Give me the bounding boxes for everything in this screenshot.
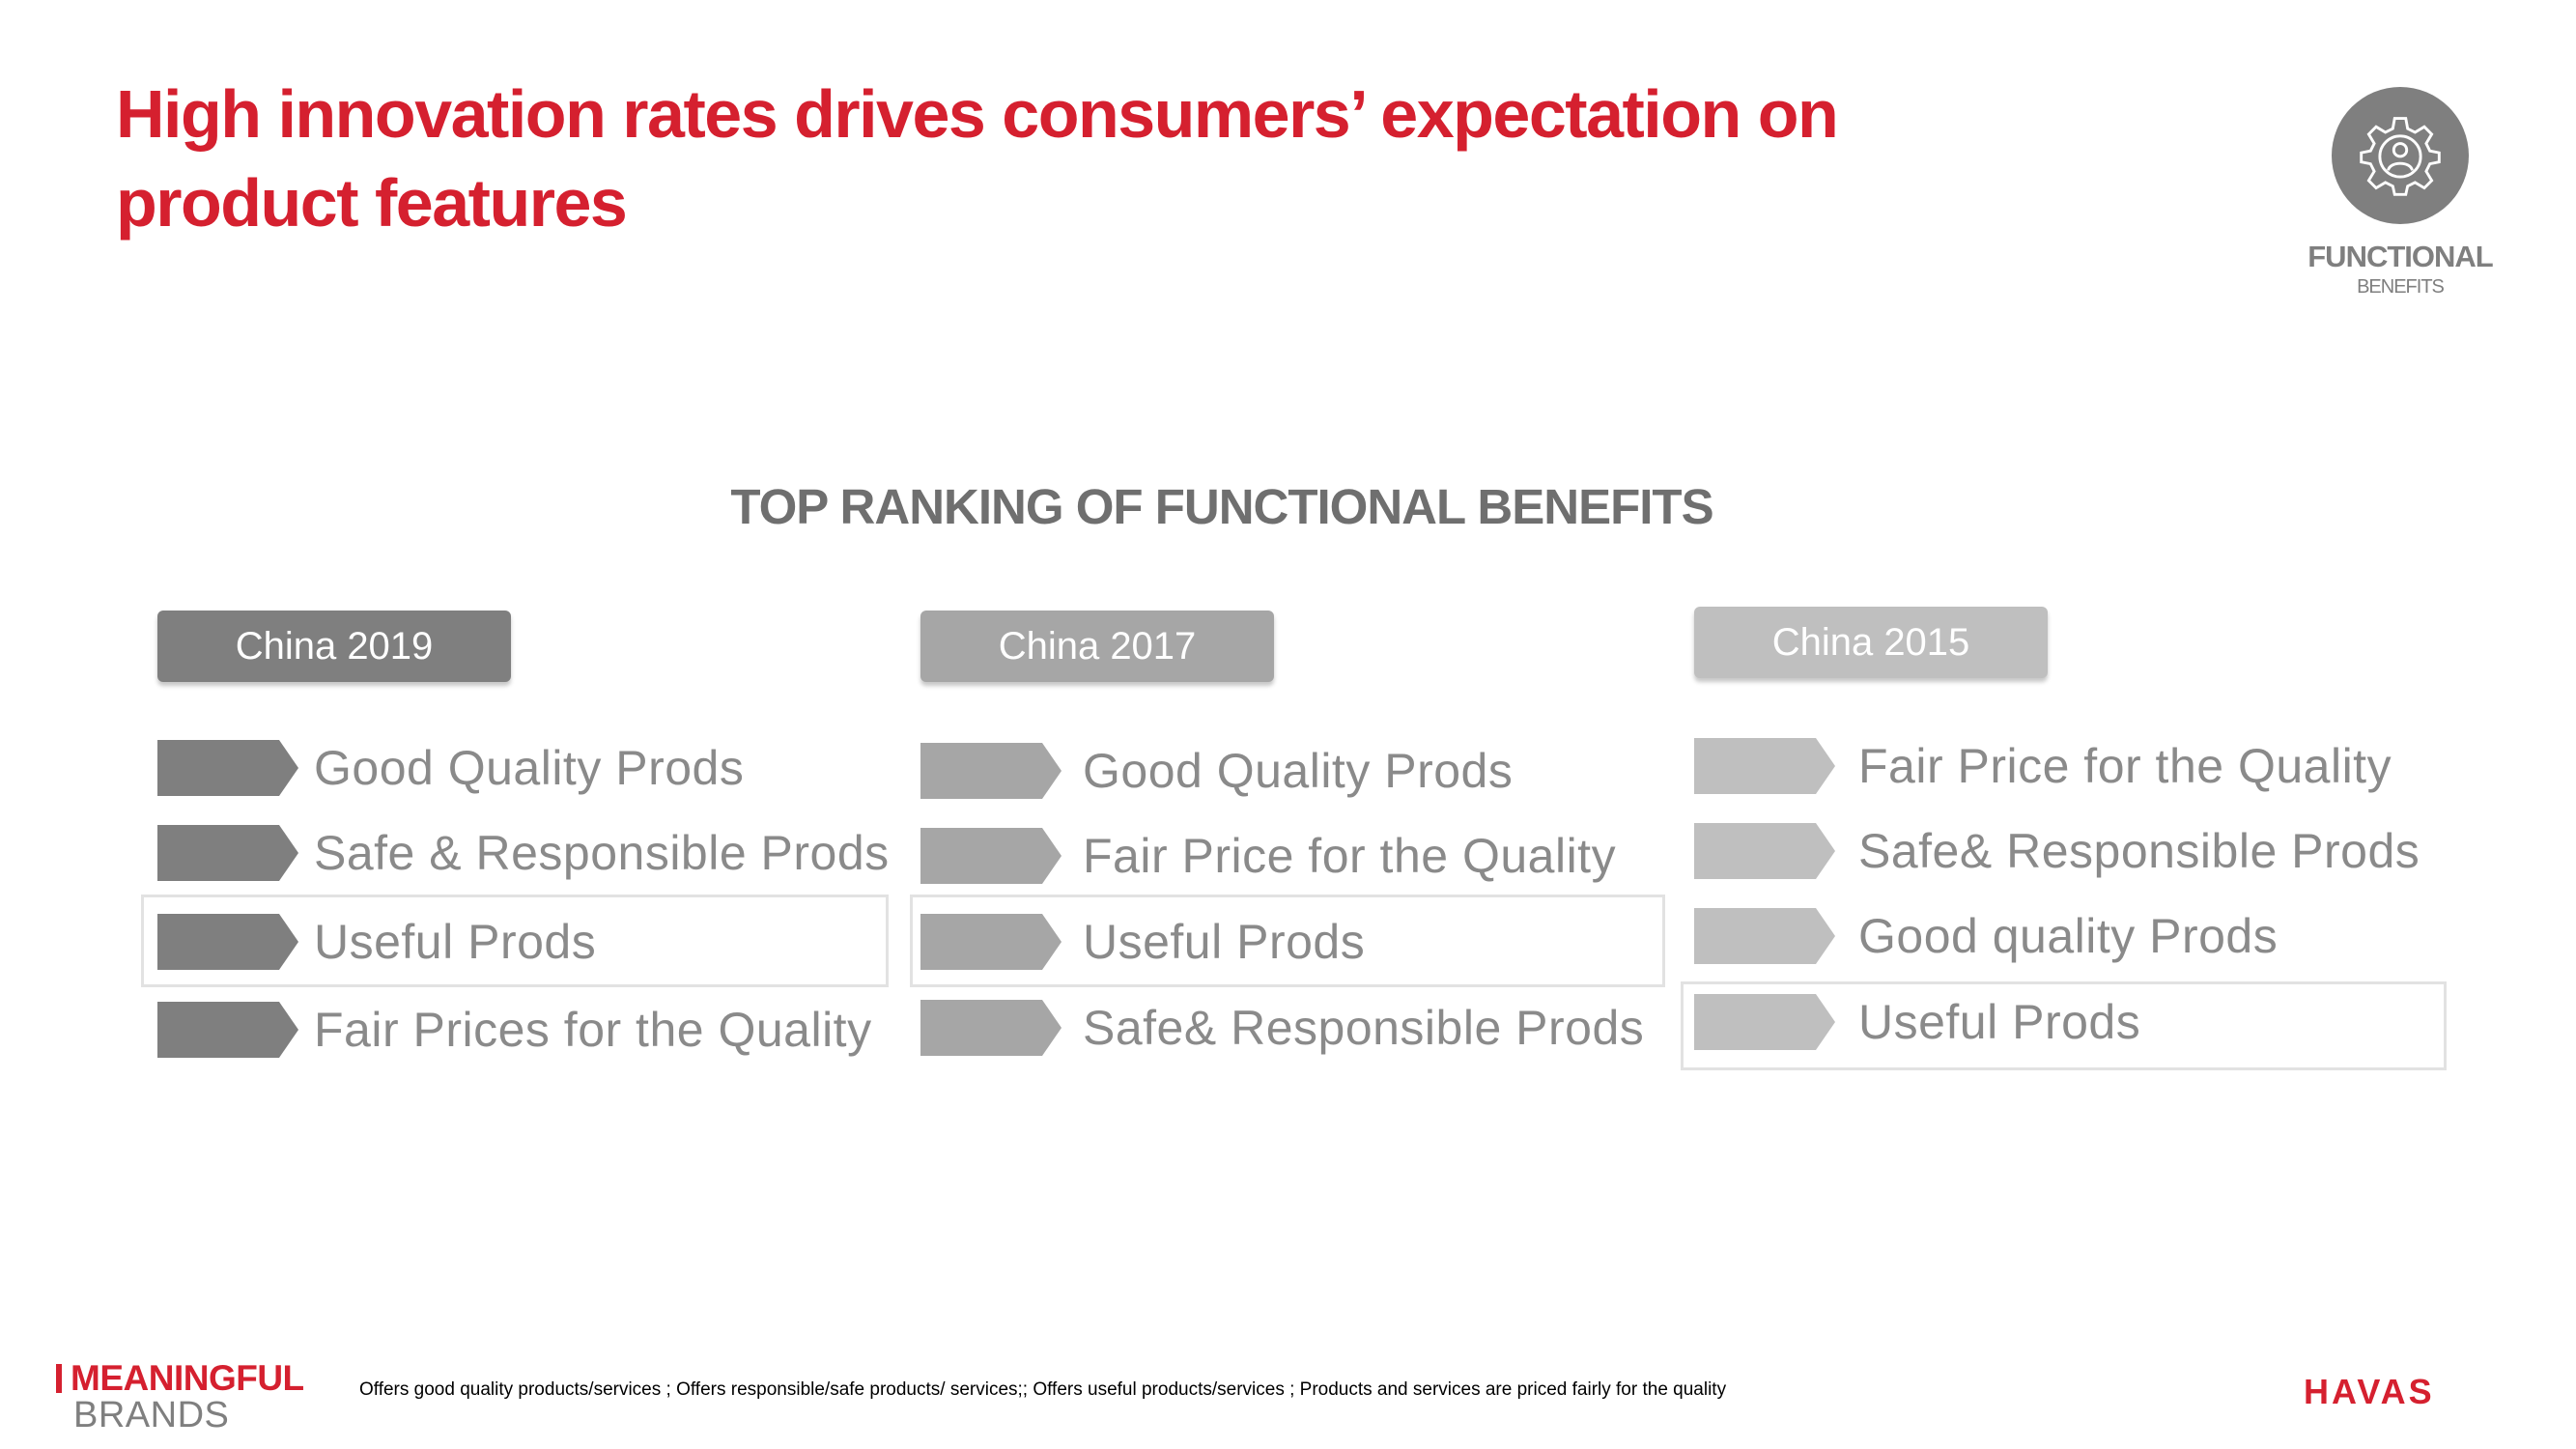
chevron-arrow — [920, 828, 1062, 884]
havas-logo: HAVAS — [2304, 1372, 2435, 1411]
ranking-row: Good quality Prods — [1694, 906, 2278, 966]
chevron-arrow — [1694, 738, 1835, 794]
page-title: High innovation rates drives consumers’ … — [116, 76, 1839, 241]
logo-bar — [56, 1364, 62, 1393]
chevron-arrow — [1694, 823, 1835, 879]
ranking-label: Good Quality Prods — [314, 741, 745, 795]
section-title: TOP RANKING OF FUNCTIONAL BENEFITS — [730, 479, 1713, 534]
ranking-row: Good Quality Prods — [157, 738, 744, 798]
ranking-label: Fair Prices for the Quality — [314, 1003, 872, 1057]
gear-person-icon — [2332, 87, 2469, 224]
footnote: Offers good quality products/services ; … — [359, 1379, 1727, 1400]
chevron-arrow — [920, 743, 1062, 799]
ranking-label: Useful Prods — [1858, 995, 2141, 1049]
ranking-row: Safe& Responsible Prods — [1694, 821, 2420, 881]
column-header-2019: China 2019 — [157, 611, 511, 682]
badge-sublabel: BENEFITS — [2357, 276, 2445, 298]
chevron-arrow — [1694, 908, 1835, 964]
ranking-row: Fair Prices for the Quality — [157, 1000, 872, 1060]
chevron-arrow — [920, 1000, 1062, 1056]
ranking-label: Fair Price for the Quality — [1858, 739, 2392, 793]
highlight-box — [910, 895, 1665, 987]
ranking-row: Useful Prods — [157, 912, 596, 972]
ranking-label: Safe & Responsible Prods — [314, 826, 890, 880]
meaningful-brands-logo: MEANINGFUL BRANDS — [56, 1360, 304, 1434]
ranking-label: Useful Prods — [314, 915, 597, 969]
ranking-row: Good Quality Prods — [920, 741, 1513, 801]
ranking-row: Safe& Responsible Prods — [920, 998, 1644, 1058]
chevron-arrow — [157, 740, 298, 796]
ranking-row: Useful Prods — [920, 912, 1365, 972]
ranking-label: Good Quality Prods — [1083, 744, 1514, 798]
ranking-label: Fair Price for the Quality — [1083, 829, 1617, 883]
ranking-label: Safe& Responsible Prods — [1083, 1001, 1645, 1055]
highlight-box — [1681, 981, 2447, 1070]
ranking-label: Useful Prods — [1083, 915, 1366, 969]
column-header-2015: China 2015 — [1694, 607, 2048, 678]
chevron-arrow — [920, 914, 1062, 970]
chevron-arrow — [157, 825, 298, 881]
functional-benefits-badge: FUNCTIONAL BENEFITS — [2299, 87, 2502, 298]
chevron-arrow — [1694, 994, 1835, 1050]
chevron-arrow — [157, 1002, 298, 1058]
chevron-arrow — [157, 914, 298, 970]
ranking-row: Useful Prods — [1694, 992, 2140, 1052]
brand-name-bottom: BRANDS — [73, 1395, 230, 1435]
badge-label: FUNCTIONAL — [2307, 240, 2493, 273]
ranking-label: Safe& Responsible Prods — [1858, 824, 2420, 878]
ranking-row: Fair Price for the Quality — [920, 826, 1616, 886]
highlight-box — [141, 895, 889, 987]
brand-name-top: MEANINGFUL — [71, 1358, 304, 1398]
column-header-2017: China 2017 — [920, 611, 1274, 682]
ranking-row: Fair Price for the Quality — [1694, 736, 2392, 796]
ranking-row: Safe & Responsible Prods — [157, 823, 890, 883]
ranking-label: Good quality Prods — [1858, 909, 2279, 963]
